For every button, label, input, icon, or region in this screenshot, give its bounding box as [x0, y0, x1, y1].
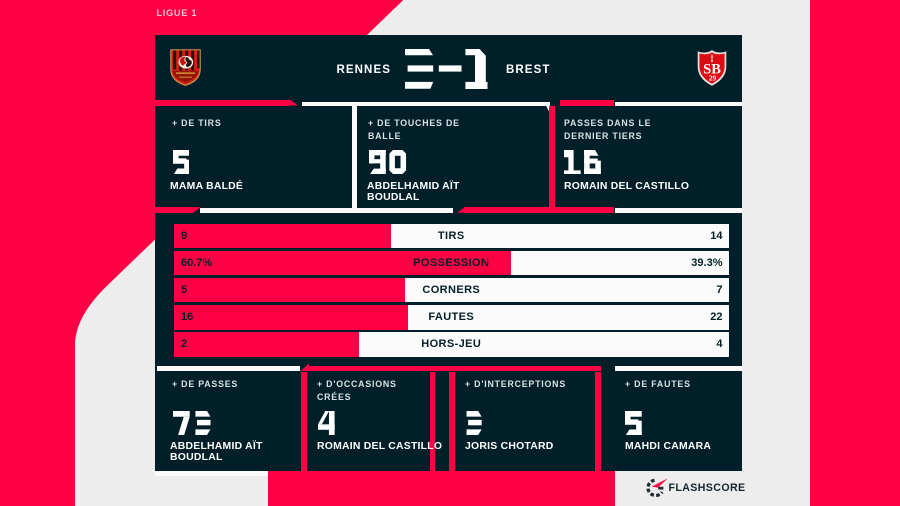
svg-text:29: 29: [708, 73, 716, 82]
svg-text:SB: SB: [703, 61, 721, 77]
